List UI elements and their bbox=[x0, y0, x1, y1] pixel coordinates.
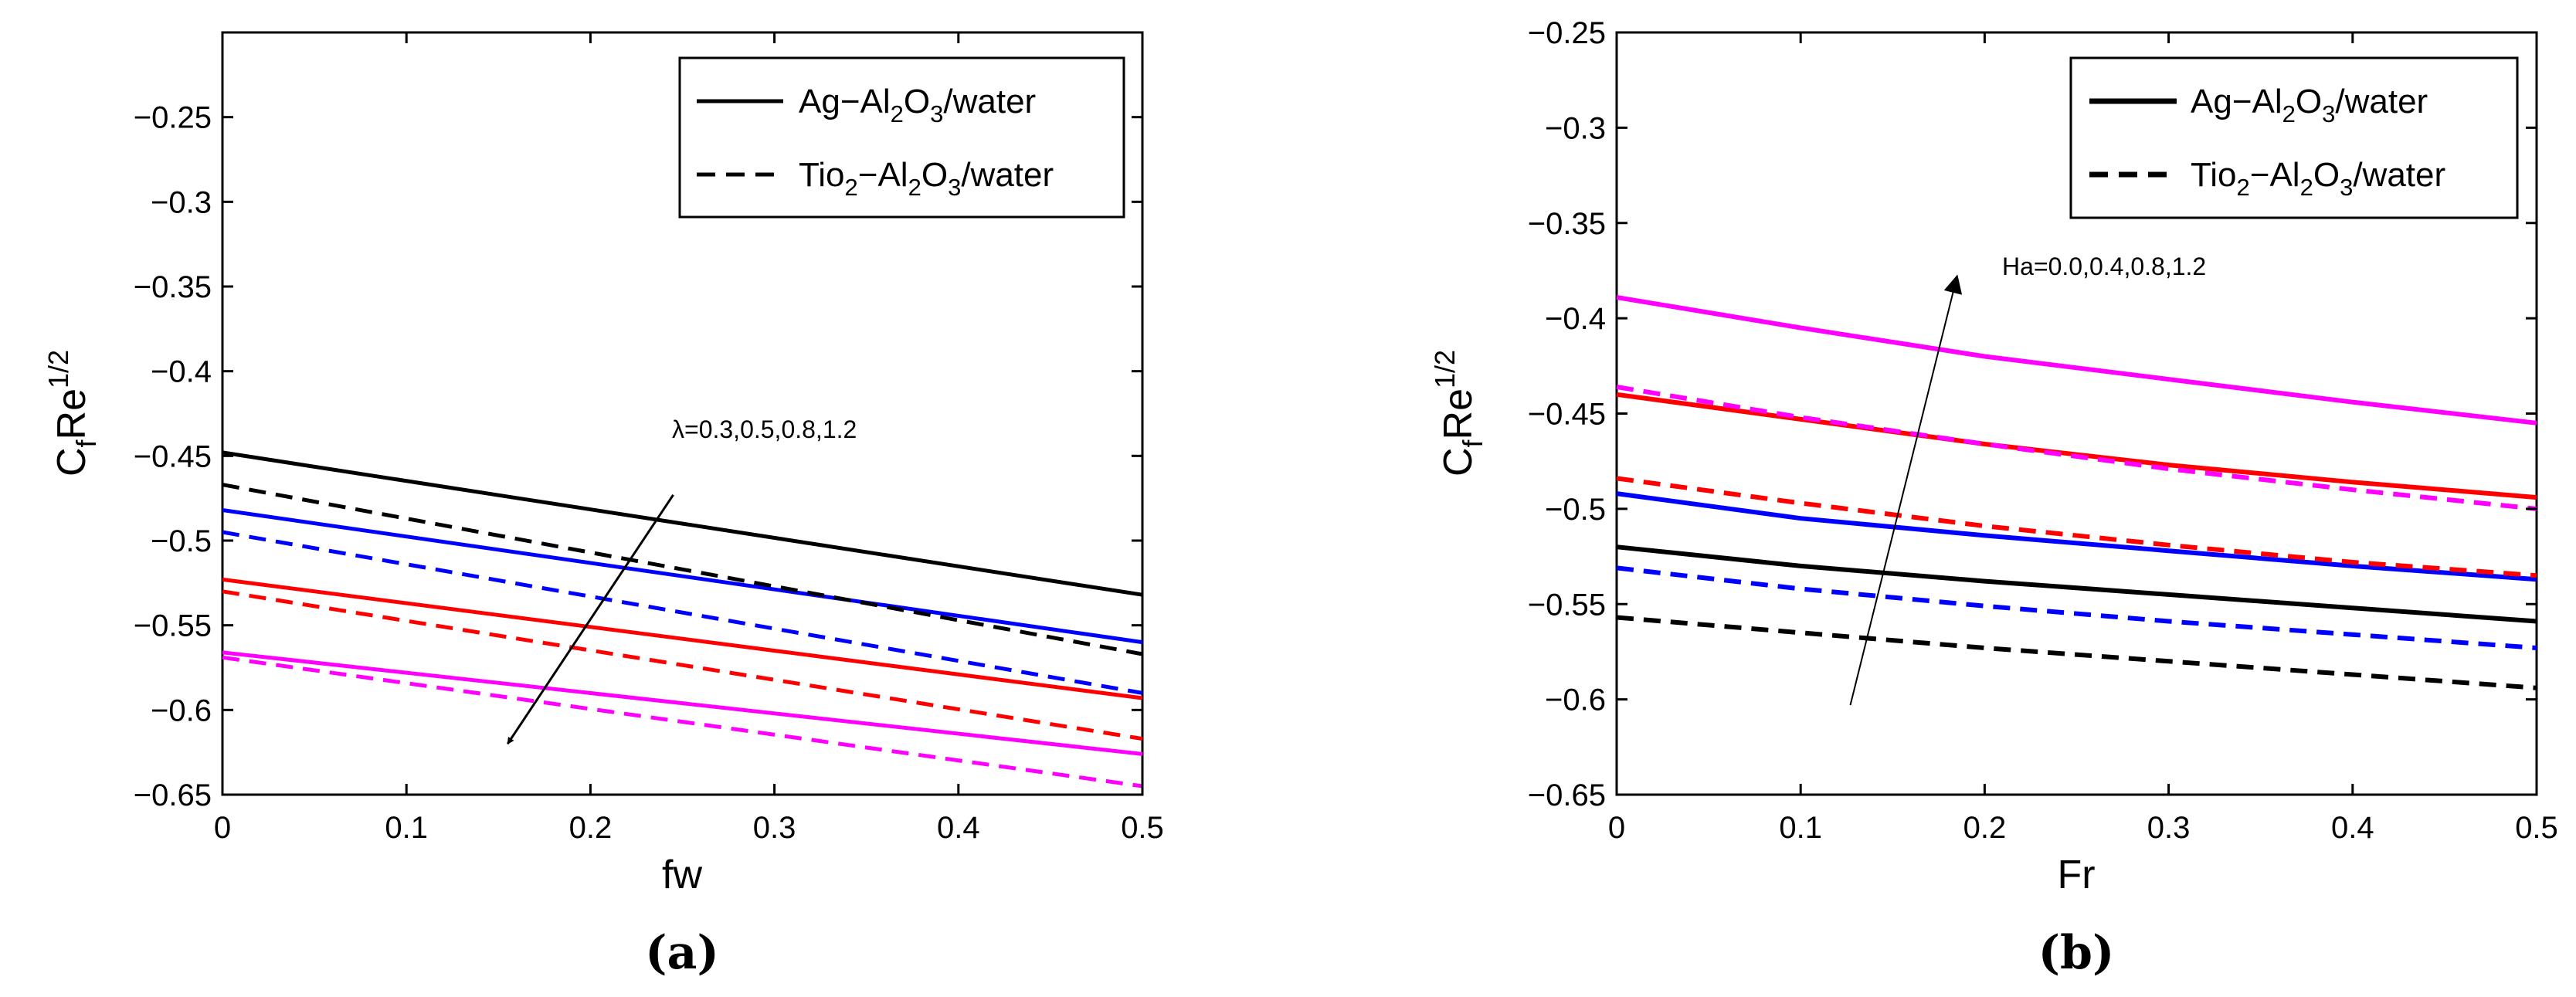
annotation-arrow-b bbox=[1849, 274, 1963, 706]
annotation-ha-b: Ha=0.0,0.4,0.8,1.2 bbox=[2002, 253, 2206, 280]
y-tick-label-a-8: −0.65 bbox=[134, 778, 212, 812]
y-tick-label-a-3: −0.4 bbox=[151, 355, 212, 389]
legend-entry-ag-b: Ag−Al2O3/water bbox=[2191, 83, 2428, 127]
y-tick-label-b-7: −0.6 bbox=[1545, 683, 1606, 717]
panel-b: 0 0.1 0.2 0.3 0.4 0.5 −0.25 −0.3 −0.35 −0.4 −0.45… bbox=[1429, 16, 2558, 980]
x-tick-label-a-1: 0.1 bbox=[385, 811, 428, 845]
legend-box-b bbox=[2069, 56, 2519, 219]
panel-label-a: (a) bbox=[645, 926, 719, 980]
annotation-arrow-a bbox=[506, 493, 674, 745]
series-line-b-7 bbox=[1616, 385, 2537, 511]
plot-area-a bbox=[221, 31, 1144, 796]
y-tick-label-a-4: −0.45 bbox=[134, 439, 212, 473]
legend-entry-tio2-a: Tio2−Al2O3/water bbox=[799, 156, 1054, 201]
series-line-b-3 bbox=[1616, 295, 2537, 426]
y-tick-label-b-6: −0.55 bbox=[1528, 588, 1606, 622]
series-line-b-6 bbox=[1616, 476, 2537, 578]
x-tick-label-b-0: 0 bbox=[1608, 811, 1625, 845]
x-tick-label-a-0: 0 bbox=[214, 811, 231, 845]
y-tick-label-b-2: −0.35 bbox=[1528, 207, 1606, 241]
x-tick-label-b-2: 0.2 bbox=[1963, 811, 2007, 845]
y-tick-label-a-6: −0.55 bbox=[134, 609, 212, 643]
y-tick-label-b-3: −0.4 bbox=[1545, 302, 1606, 336]
series-line-a-4 bbox=[222, 483, 1143, 656]
series-line-a-6 bbox=[222, 589, 1143, 741]
annotation-lambda-a: λ=0.3,0.5,0.8,1.2 bbox=[672, 415, 857, 443]
y-tick-label-b-8: −0.65 bbox=[1528, 778, 1606, 812]
legend-entry-tio2-b: Tio2−Al2O3/water bbox=[2191, 156, 2445, 201]
legend-b: Ag−Al2O3/water Tio2−Al2O3/water bbox=[2069, 56, 2519, 219]
series-line-b-5 bbox=[1616, 565, 2537, 650]
legend-box-a bbox=[678, 56, 1125, 219]
panel-a: 0 0.1 0.2 0.3 0.4 0.5 −0.25 −0.3 −0.35 −0.4 −0.45… bbox=[42, 31, 1164, 980]
x-tick-label-a-5: 0.5 bbox=[1121, 811, 1164, 845]
x-tick-label-b-5: 0.5 bbox=[2515, 811, 2558, 845]
y-tick-label-a-0: −0.25 bbox=[134, 101, 212, 135]
y-tick-label-b-4: −0.45 bbox=[1528, 398, 1606, 432]
series-line-b-1 bbox=[1616, 491, 2537, 582]
series-line-a-3 bbox=[222, 650, 1143, 756]
x-tick-label-b-3: 0.3 bbox=[2147, 811, 2191, 845]
series-line-a-7 bbox=[222, 655, 1143, 788]
series-line-b-4 bbox=[1616, 615, 2537, 690]
series-line-a-0 bbox=[222, 450, 1143, 597]
x-tick-label-a-2: 0.2 bbox=[569, 811, 613, 845]
series-line-b-0 bbox=[1616, 544, 2537, 624]
panel-label-b: (b) bbox=[2038, 926, 2115, 980]
series-line-a-2 bbox=[222, 577, 1143, 700]
x-tick-label-a-3: 0.3 bbox=[753, 811, 796, 845]
y-tick-label-b-5: −0.5 bbox=[1545, 493, 1606, 527]
x-axis-label-b: Fr bbox=[2057, 853, 2095, 897]
series-line-a-5 bbox=[222, 530, 1143, 695]
x-tick-label-a-4: 0.4 bbox=[937, 811, 980, 845]
y-axis-label-a: CfRe1/2 bbox=[42, 350, 102, 476]
y-tick-label-a-1: −0.3 bbox=[151, 185, 212, 219]
y-axis-label-b: CfRe1/2 bbox=[1429, 350, 1488, 476]
x-axis-label-a: fw bbox=[662, 853, 702, 897]
x-tick-label-b-4: 0.4 bbox=[2331, 811, 2374, 845]
y-tick-label-a-5: −0.5 bbox=[151, 524, 212, 558]
y-tick-label-b-1: −0.3 bbox=[1545, 111, 1606, 145]
legend-entry-ag-a: Ag−Al2O3/water bbox=[799, 83, 1036, 127]
legend-a: Ag−Al2O3/water Tio2−Al2O3/water bbox=[678, 56, 1125, 219]
y-tick-label-a-7: −0.6 bbox=[151, 693, 212, 727]
x-tick-label-b-1: 0.1 bbox=[1779, 811, 1822, 845]
y-tick-label-b-0: −0.25 bbox=[1528, 16, 1606, 50]
y-tick-label-a-2: −0.35 bbox=[134, 270, 212, 304]
series-line-a-1 bbox=[222, 508, 1143, 645]
